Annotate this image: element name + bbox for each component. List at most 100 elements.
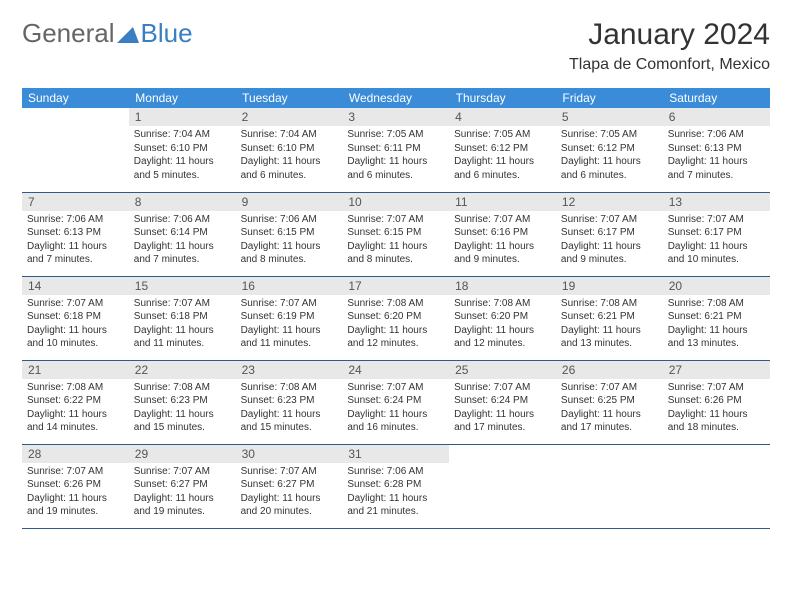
sunset-line: Sunset: 6:27 PM [134, 478, 231, 492]
calendar-week-row: 7Sunrise: 7:06 AMSunset: 6:13 PMDaylight… [22, 192, 770, 276]
weekday-header: Thursday [449, 88, 556, 108]
day-number: 27 [663, 361, 770, 379]
sunrise-line: Sunrise: 7:06 AM [668, 128, 765, 142]
daylight-line: and 8 minutes. [347, 253, 444, 267]
day-body: Sunrise: 7:04 AMSunset: 6:10 PMDaylight:… [129, 126, 236, 186]
day-number: 18 [449, 277, 556, 295]
daylight-line: and 7 minutes. [134, 253, 231, 267]
day-body: Sunrise: 7:08 AMSunset: 6:21 PMDaylight:… [556, 295, 663, 355]
weekday-header: Sunday [22, 88, 129, 108]
calendar-day-cell: 8Sunrise: 7:06 AMSunset: 6:14 PMDaylight… [129, 192, 236, 276]
daylight-line: and 13 minutes. [668, 337, 765, 351]
calendar-day-cell: 15Sunrise: 7:07 AMSunset: 6:18 PMDayligh… [129, 276, 236, 360]
calendar-week-row: 21Sunrise: 7:08 AMSunset: 6:22 PMDayligh… [22, 360, 770, 444]
daylight-line: and 7 minutes. [668, 169, 765, 183]
daylight-line: and 6 minutes. [561, 169, 658, 183]
sunrise-line: Sunrise: 7:07 AM [347, 213, 444, 227]
sunset-line: Sunset: 6:11 PM [347, 142, 444, 156]
day-body: Sunrise: 7:06 AMSunset: 6:13 PMDaylight:… [663, 126, 770, 186]
sunrise-line: Sunrise: 7:07 AM [668, 381, 765, 395]
sunset-line: Sunset: 6:21 PM [561, 310, 658, 324]
sunrise-line: Sunrise: 7:06 AM [241, 213, 338, 227]
sunrise-line: Sunrise: 7:05 AM [561, 128, 658, 142]
weekday-header: Tuesday [236, 88, 343, 108]
sunset-line: Sunset: 6:25 PM [561, 394, 658, 408]
day-number: 9 [236, 193, 343, 211]
day-body: Sunrise: 7:07 AMSunset: 6:26 PMDaylight:… [663, 379, 770, 439]
logo-triangle-icon [117, 25, 139, 43]
calendar-day-cell [449, 444, 556, 528]
daylight-line: and 19 minutes. [27, 505, 124, 519]
weekday-header: Friday [556, 88, 663, 108]
day-number: 26 [556, 361, 663, 379]
daylight-line: and 11 minutes. [241, 337, 338, 351]
daylight-line: Daylight: 11 hours [561, 324, 658, 338]
daylight-line: and 17 minutes. [561, 421, 658, 435]
daylight-line: Daylight: 11 hours [241, 492, 338, 506]
day-body: Sunrise: 7:07 AMSunset: 6:17 PMDaylight:… [663, 211, 770, 271]
day-body: Sunrise: 7:07 AMSunset: 6:25 PMDaylight:… [556, 379, 663, 439]
daylight-line: Daylight: 11 hours [454, 240, 551, 254]
calendar-day-cell: 23Sunrise: 7:08 AMSunset: 6:23 PMDayligh… [236, 360, 343, 444]
sunrise-line: Sunrise: 7:07 AM [668, 213, 765, 227]
day-body: Sunrise: 7:07 AMSunset: 6:27 PMDaylight:… [236, 463, 343, 523]
month-title: January 2024 [569, 18, 770, 52]
weekday-header: Saturday [663, 88, 770, 108]
daylight-line: and 16 minutes. [347, 421, 444, 435]
sunrise-line: Sunrise: 7:07 AM [454, 213, 551, 227]
calendar-day-cell: 6Sunrise: 7:06 AMSunset: 6:13 PMDaylight… [663, 108, 770, 192]
calendar-day-cell: 20Sunrise: 7:08 AMSunset: 6:21 PMDayligh… [663, 276, 770, 360]
daylight-line: Daylight: 11 hours [134, 240, 231, 254]
daylight-line: and 9 minutes. [454, 253, 551, 267]
calendar-day-cell: 5Sunrise: 7:05 AMSunset: 6:12 PMDaylight… [556, 108, 663, 192]
day-body: Sunrise: 7:07 AMSunset: 6:24 PMDaylight:… [342, 379, 449, 439]
calendar-header-row: SundayMondayTuesdayWednesdayThursdayFrid… [22, 88, 770, 108]
sunrise-line: Sunrise: 7:05 AM [454, 128, 551, 142]
calendar-day-cell: 27Sunrise: 7:07 AMSunset: 6:26 PMDayligh… [663, 360, 770, 444]
daylight-line: and 15 minutes. [241, 421, 338, 435]
day-number: 19 [556, 277, 663, 295]
daylight-line: Daylight: 11 hours [668, 155, 765, 169]
calendar-day-cell: 10Sunrise: 7:07 AMSunset: 6:15 PMDayligh… [342, 192, 449, 276]
day-body: Sunrise: 7:07 AMSunset: 6:17 PMDaylight:… [556, 211, 663, 271]
day-number: 20 [663, 277, 770, 295]
calendar-day-cell: 7Sunrise: 7:06 AMSunset: 6:13 PMDaylight… [22, 192, 129, 276]
day-number [449, 445, 556, 463]
daylight-line: Daylight: 11 hours [241, 408, 338, 422]
sunset-line: Sunset: 6:26 PM [668, 394, 765, 408]
sunset-line: Sunset: 6:24 PM [454, 394, 551, 408]
sunrise-line: Sunrise: 7:06 AM [27, 213, 124, 227]
sunset-line: Sunset: 6:20 PM [454, 310, 551, 324]
calendar-day-cell: 25Sunrise: 7:07 AMSunset: 6:24 PMDayligh… [449, 360, 556, 444]
sunset-line: Sunset: 6:17 PM [561, 226, 658, 240]
weekday-header: Monday [129, 88, 236, 108]
calendar-day-cell: 18Sunrise: 7:08 AMSunset: 6:20 PMDayligh… [449, 276, 556, 360]
sunset-line: Sunset: 6:26 PM [27, 478, 124, 492]
day-number: 28 [22, 445, 129, 463]
daylight-line: Daylight: 11 hours [27, 408, 124, 422]
day-number: 8 [129, 193, 236, 211]
daylight-line: Daylight: 11 hours [134, 408, 231, 422]
daylight-line: Daylight: 11 hours [241, 324, 338, 338]
sunset-line: Sunset: 6:12 PM [561, 142, 658, 156]
calendar-day-cell [663, 444, 770, 528]
daylight-line: Daylight: 11 hours [668, 240, 765, 254]
day-number: 13 [663, 193, 770, 211]
header: General Blue January 2024 Tlapa de Comon… [22, 18, 770, 74]
daylight-line: Daylight: 11 hours [347, 492, 444, 506]
day-body [663, 463, 770, 469]
calendar-day-cell: 31Sunrise: 7:06 AMSunset: 6:28 PMDayligh… [342, 444, 449, 528]
daylight-line: Daylight: 11 hours [347, 155, 444, 169]
daylight-line: Daylight: 11 hours [27, 324, 124, 338]
calendar-day-cell: 9Sunrise: 7:06 AMSunset: 6:15 PMDaylight… [236, 192, 343, 276]
day-body: Sunrise: 7:05 AMSunset: 6:12 PMDaylight:… [556, 126, 663, 186]
daylight-line: Daylight: 11 hours [561, 240, 658, 254]
daylight-line: and 13 minutes. [561, 337, 658, 351]
day-number [556, 445, 663, 463]
day-body: Sunrise: 7:08 AMSunset: 6:23 PMDaylight:… [129, 379, 236, 439]
calendar-day-cell [22, 108, 129, 192]
day-number: 21 [22, 361, 129, 379]
daylight-line: and 14 minutes. [27, 421, 124, 435]
daylight-line: and 18 minutes. [668, 421, 765, 435]
day-body: Sunrise: 7:08 AMSunset: 6:23 PMDaylight:… [236, 379, 343, 439]
